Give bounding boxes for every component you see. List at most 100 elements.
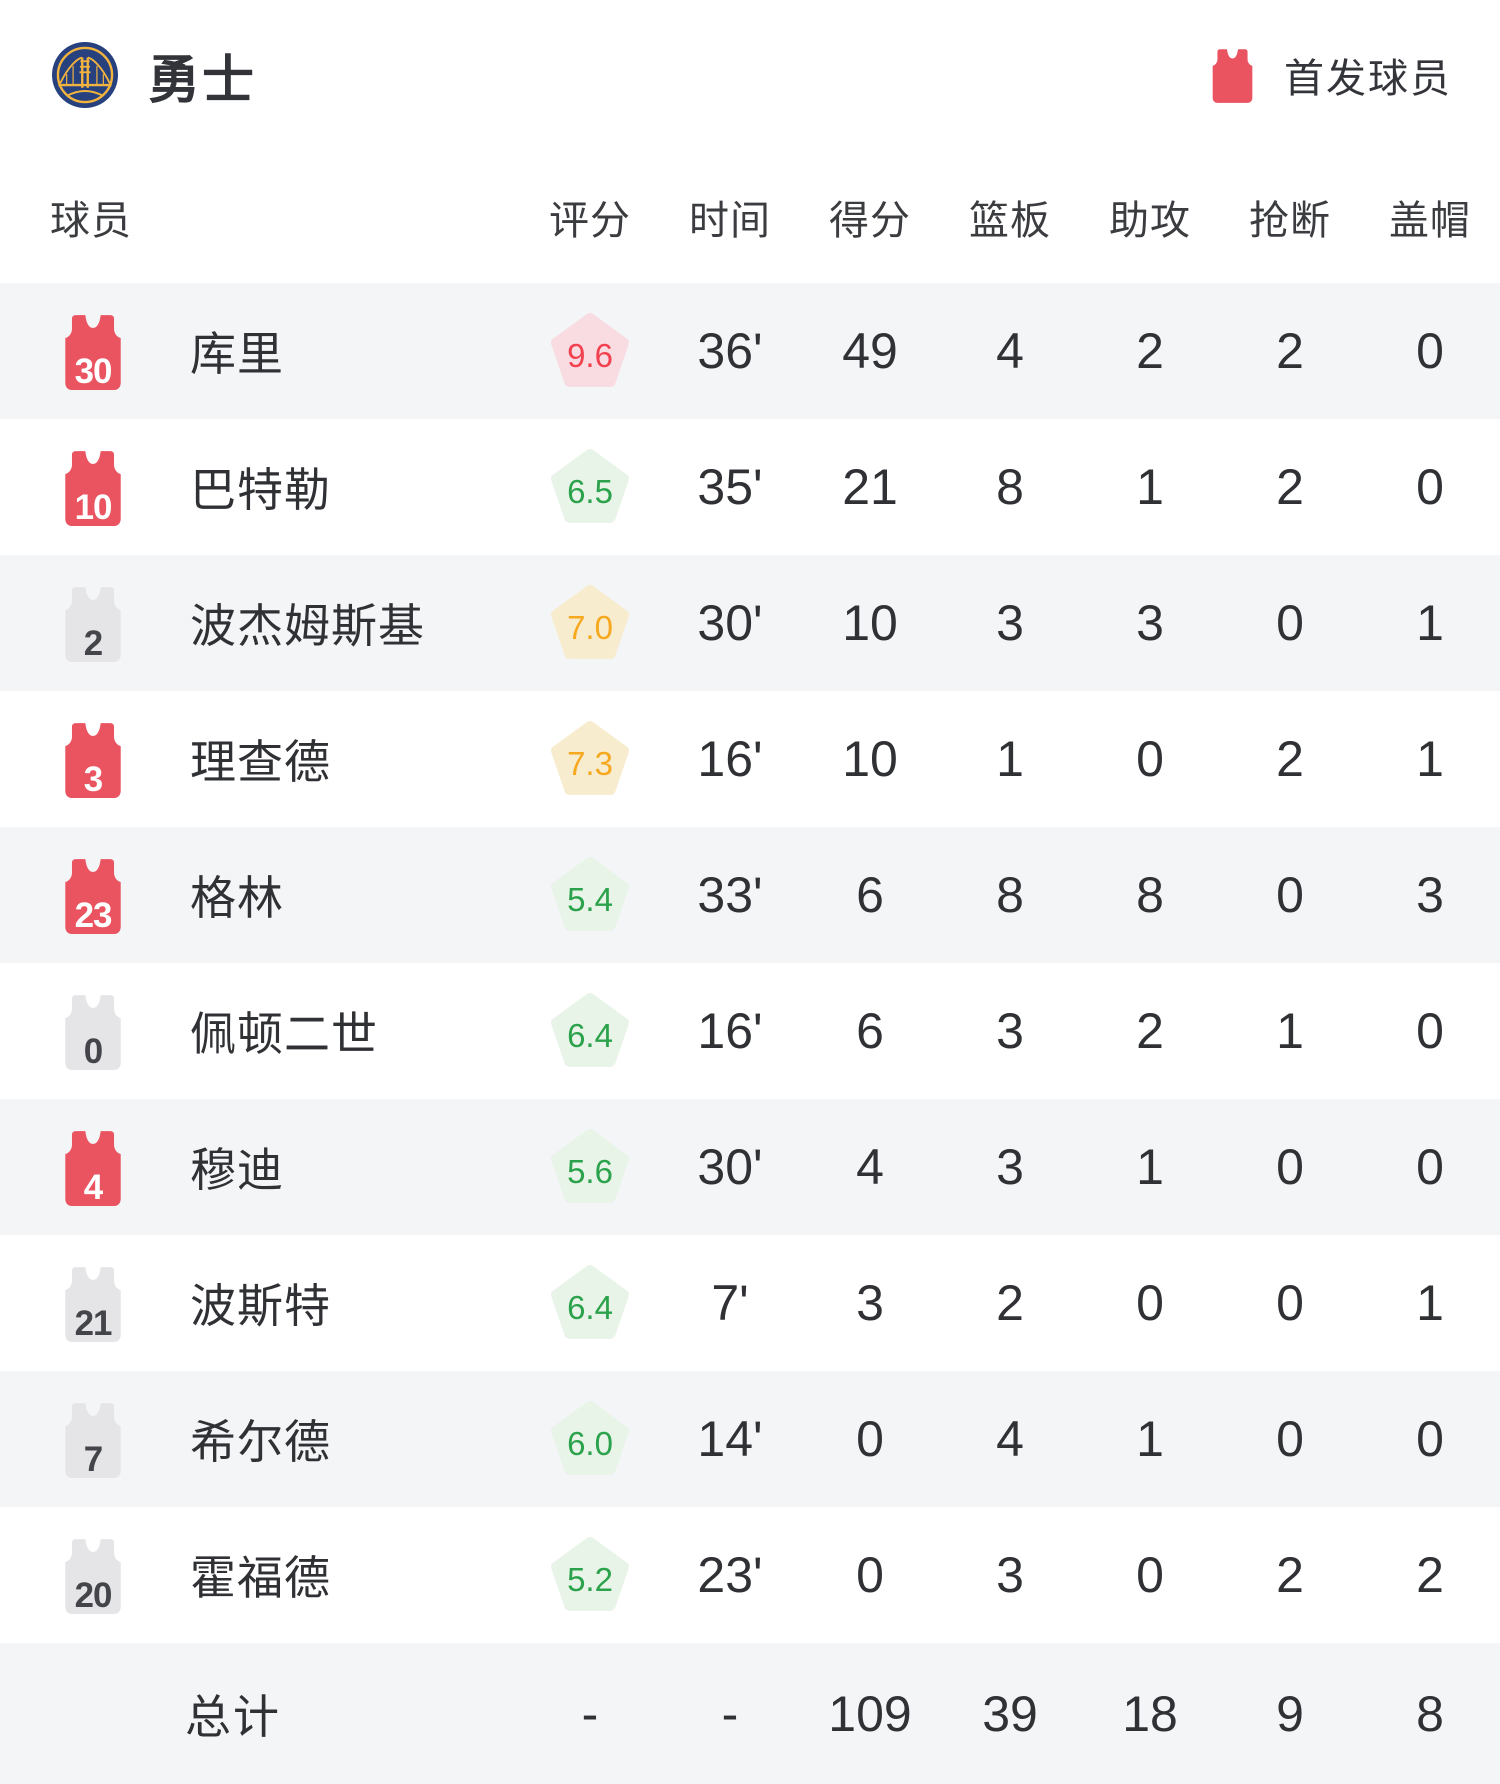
time-cell: 16' [697, 731, 763, 787]
pentagon-shape-icon [551, 585, 629, 659]
column-header-points: 得分 [829, 198, 911, 243]
player-row[interactable]: 21 波斯特 6.4 7' 3 2 0 0 1 [0, 1235, 1500, 1371]
points-cell: 4 [856, 1139, 884, 1195]
column-header-blocks: 盖帽 [1389, 198, 1471, 243]
total-rebounds: 39 [982, 1685, 1038, 1742]
steals-cell: 2 [1276, 731, 1304, 787]
rebounds-cell: 3 [996, 1003, 1024, 1059]
blocks-cell: 0 [1416, 1003, 1444, 1059]
assists-cell: 0 [1136, 1547, 1164, 1603]
pentagon-shape-icon [551, 313, 629, 387]
steals-cell: 1 [1276, 1003, 1304, 1059]
player-name: 希尔德 [190, 1416, 331, 1468]
rebounds-cell: 8 [996, 867, 1024, 923]
assists-cell: 8 [1136, 867, 1164, 923]
rating-badge: 7.3 [547, 718, 633, 800]
blocks-cell: 3 [1416, 867, 1444, 923]
jersey-icon: 30 [65, 315, 121, 390]
svg-text:23: 23 [75, 896, 112, 934]
table-body: 30 库里 9.6 36' 49 4 2 2 0 [0, 283, 1500, 1643]
player-name: 波斯特 [190, 1280, 331, 1332]
svg-text:21: 21 [75, 1304, 112, 1342]
player-cell: 7 希尔德 [0, 1400, 520, 1478]
points-cell: 0 [856, 1547, 884, 1603]
rating-badge: 5.2 [547, 1534, 633, 1616]
jersey-icon: 20 [65, 1539, 121, 1614]
player-row[interactable]: 10 巴特勒 6.5 35' 21 8 1 2 0 [0, 419, 1500, 555]
svg-text:30: 30 [75, 352, 112, 390]
blocks-cell: 0 [1416, 1411, 1444, 1467]
jersey-icon: 23 [65, 859, 121, 934]
time-cell: 7' [711, 1275, 749, 1331]
steals-cell: 0 [1276, 867, 1304, 923]
rating-badge: 6.0 [547, 1398, 633, 1480]
player-row[interactable]: 7 希尔德 6.0 14' 0 4 1 0 0 [0, 1371, 1500, 1507]
blocks-cell: 0 [1416, 323, 1444, 379]
player-cell: 21 波斯特 [0, 1264, 520, 1342]
player-name: 格林 [190, 872, 284, 924]
rating-value: 6.0 [567, 1425, 613, 1462]
rating-value: 5.4 [567, 881, 613, 918]
steals-cell: 2 [1276, 1547, 1304, 1603]
steals-cell: 0 [1276, 1411, 1304, 1467]
rebounds-cell: 8 [996, 459, 1024, 515]
rating-value: 9.6 [567, 337, 613, 374]
player-row[interactable]: 4 穆迪 5.6 30' 4 3 1 0 0 [0, 1099, 1500, 1235]
points-cell: 49 [842, 323, 898, 379]
rating-badge: 6.5 [547, 446, 633, 528]
assists-cell: 1 [1136, 459, 1164, 515]
points-cell: 6 [856, 1003, 884, 1059]
svg-text:4: 4 [84, 1168, 104, 1206]
total-time: - [721, 1685, 739, 1742]
starter-legend-label: 首发球员 [1284, 57, 1452, 101]
player-row[interactable]: 23 格林 5.4 33' 6 8 8 0 3 [0, 827, 1500, 963]
player-name: 佩顿二世 [190, 1008, 378, 1060]
player-cell: 0 佩顿二世 [0, 992, 520, 1070]
player-row[interactable]: 3 理查德 7.3 16' 10 1 0 2 1 [0, 691, 1500, 827]
points-cell: 10 [842, 595, 898, 651]
svg-text:0: 0 [84, 1032, 102, 1070]
column-header-assists: 助攻 [1109, 198, 1191, 243]
team-logo-icon [52, 42, 118, 108]
blocks-cell: 2 [1416, 1547, 1444, 1603]
rebounds-cell: 2 [996, 1275, 1024, 1331]
player-cell: 4 穆迪 [0, 1128, 520, 1206]
team-header: 勇士 首发球员 [0, 0, 1500, 150]
column-header-player: 球员 [50, 198, 132, 243]
assists-cell: 2 [1136, 323, 1164, 379]
time-cell: 23' [697, 1547, 763, 1603]
time-cell: 33' [697, 867, 763, 923]
rebounds-cell: 4 [996, 323, 1024, 379]
rating-badge: 7.0 [547, 582, 633, 664]
column-header-time: 时间 [689, 198, 771, 243]
rating-badge: 6.4 [547, 1262, 633, 1344]
rating-badge: 5.6 [547, 1126, 633, 1208]
column-header-rebounds: 篮板 [969, 198, 1051, 243]
rating-badge: 5.4 [547, 854, 633, 936]
points-cell: 3 [856, 1275, 884, 1331]
rating-value: 7.3 [567, 745, 613, 782]
time-cell: 30' [697, 595, 763, 651]
player-row[interactable]: 0 佩顿二世 6.4 16' 6 3 2 1 0 [0, 963, 1500, 1099]
rating-value: 7.0 [567, 609, 613, 646]
player-row[interactable]: 30 库里 9.6 36' 49 4 2 2 0 [0, 283, 1500, 419]
table-header-row: 球员 评分 时间 得分 篮板 助攻 抢断 盖帽 [0, 150, 1500, 283]
time-cell: 16' [697, 1003, 763, 1059]
rating-value: 5.6 [567, 1153, 613, 1190]
rating-value: 6.4 [567, 1289, 613, 1326]
rating-value: 6.5 [567, 473, 613, 510]
rating-value: 5.2 [567, 1561, 613, 1598]
time-cell: 14' [697, 1411, 763, 1467]
total-steals: 9 [1276, 1685, 1304, 1742]
blocks-cell: 1 [1416, 731, 1444, 787]
jersey-icon: 4 [65, 1131, 121, 1206]
player-row[interactable]: 20 霍福德 5.2 23' 0 3 0 2 2 [0, 1507, 1500, 1643]
jersey-icon: 3 [65, 723, 121, 798]
pentagon-shape-icon [551, 721, 629, 795]
player-name: 巴特勒 [190, 464, 331, 516]
jersey-icon: 0 [65, 995, 121, 1070]
blocks-cell: 0 [1416, 459, 1444, 515]
rating-value: 6.4 [567, 1017, 613, 1054]
player-row[interactable]: 2 波杰姆斯基 7.0 30' 10 3 3 0 1 [0, 555, 1500, 691]
